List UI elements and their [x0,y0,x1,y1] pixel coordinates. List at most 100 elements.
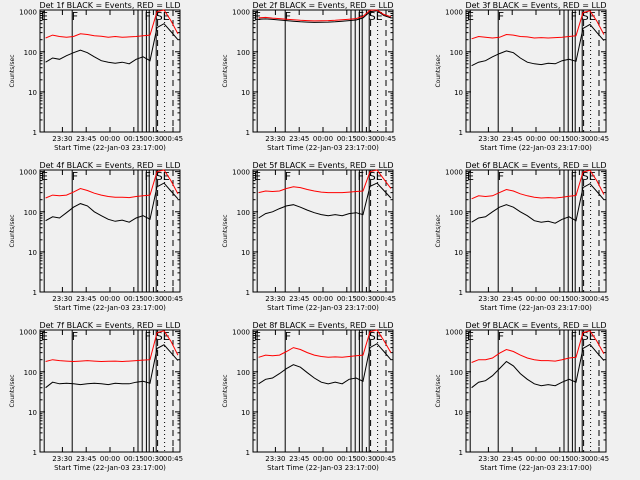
x-tick-label: 00:30 [356,455,376,463]
y-tick-label: 100 [237,369,250,377]
plot-frame [465,329,607,453]
event-flag: SE [156,330,170,343]
x-axis-label: Start Time (22-Jan-03 23:17:00) [480,304,592,312]
event-flag: F [285,10,291,23]
event-flag: F [498,170,504,183]
x-tick-label: 00:00 [100,135,120,143]
x-tick-label: 23:45 [289,455,309,463]
x-tick-label: 00:00 [100,295,120,303]
y-tick-label: 10 [28,249,37,257]
event-flag: F [285,330,291,343]
y-tick-label: 1000 [232,169,250,177]
y-axis-label: Counts/sec [222,374,229,407]
detector-panel: Det 7f BLACK = Events, RED = LLD 1 10 100 10… [9,321,183,472]
lld-series-line [45,9,179,39]
event-flag: F [145,330,151,343]
y-tick-label: 10 [241,409,250,417]
y-tick-label: 1000 [445,169,463,177]
x-tick-label: 00:00 [313,295,333,303]
x-tick-label: 00:45 [163,455,183,463]
x-tick-label: 00:15 [124,135,144,143]
y-tick-label: 1000 [445,329,463,337]
x-tick-label: 00:45 [163,135,183,143]
x-tick-label: 00:45 [376,135,396,143]
lld-series-line [258,9,392,22]
panel-title: Det 9f BLACK = Events, RED = LLD [465,321,606,330]
y-tick-label: 1 [33,449,37,457]
x-tick-label: 23:45 [502,455,522,463]
x-axis-label: Start Time (22-Jan-03 23:17:00) [267,304,379,312]
x-axis-label: Start Time (22-Jan-03 23:17:00) [480,144,592,152]
x-axis-label: Start Time (22-Jan-03 23:17:00) [267,144,379,152]
x-tick-label: 00:15 [550,455,570,463]
y-axis-label: Counts/sec [435,214,442,247]
y-tick-label: 1 [33,129,37,137]
x-tick-label: 00:00 [313,455,333,463]
y-tick-label: 1 [459,289,463,297]
events-series-line [471,23,605,67]
lld-series-line [45,330,179,363]
x-tick-label: 00:15 [550,295,570,303]
detector-panel: Det 9f BLACK = Events, RED = LLD 1 10 100 10… [435,321,609,472]
y-tick-label: 100 [24,49,37,57]
x-tick-label: 23:30 [478,455,498,463]
events-series-line [258,343,392,385]
event-flag: E [254,10,261,23]
x-tick-label: 00:45 [376,295,396,303]
detector-panel: Det 2f BLACK = Events, RED = LLD 1 10 100 10… [222,1,396,152]
event-flag: E [41,170,48,183]
detector-panel: Det 6f BLACK = Events, RED = LLD 1 10 100 10… [435,161,609,312]
plot-frame [39,329,181,453]
plot-frame [465,169,607,293]
x-tick-label: 23:45 [502,135,522,143]
plot-frame [252,9,394,133]
x-tick-label: 23:45 [76,455,96,463]
event-flag: F [358,330,364,343]
x-tick-label: 23:30 [52,295,72,303]
y-axis-label: Counts/sec [9,374,16,407]
x-tick-label: 23:45 [289,135,309,143]
x-tick-label: 23:30 [265,135,285,143]
plot-frame [465,9,607,133]
events-series-line [471,183,605,224]
x-tick-label: 00:00 [100,455,120,463]
event-flag: F [72,170,78,183]
x-tick-label: 00:15 [337,455,357,463]
detector-panel: Det 1f BLACK = Events, RED = LLD 1 10 100 10… [9,1,183,152]
x-tick-label: 23:30 [478,295,498,303]
y-tick-label: 1000 [232,329,250,337]
x-tick-label: 00:00 [526,295,546,303]
x-tick-label: 00:30 [143,295,163,303]
y-tick-label: 10 [28,409,37,417]
y-axis-label: Counts/sec [435,54,442,87]
y-axis-label: Counts/sec [9,54,16,87]
x-axis-label: Start Time (22-Jan-03 23:17:00) [267,464,379,472]
x-tick-label: 23:30 [52,135,72,143]
y-tick-label: 10 [241,249,250,257]
y-tick-label: 1000 [19,169,37,177]
event-flag: F [358,170,364,183]
events-series-line [45,23,179,65]
x-tick-label: 23:30 [265,295,285,303]
lld-series-line [45,169,179,199]
event-flag: E [254,170,261,183]
x-tick-label: 23:45 [502,295,522,303]
panel-title: Det 2f BLACK = Events, RED = LLD [252,1,393,10]
y-axis-label: Counts/sec [222,54,229,87]
events-series-line [471,343,605,389]
y-tick-label: 1 [246,449,250,457]
x-tick-label: 00:15 [124,295,144,303]
plot-frame [252,169,394,293]
event-flag: E [41,330,48,343]
y-tick-label: 100 [237,209,250,217]
detector-panel: Det 8f BLACK = Events, RED = LLD 1 10 100 10… [222,321,396,472]
event-flag: F [285,170,291,183]
y-tick-label: 1 [459,449,463,457]
x-tick-label: 23:45 [76,295,96,303]
y-tick-label: 1 [459,129,463,137]
event-flag: F [571,330,577,343]
y-tick-label: 1000 [19,329,37,337]
plot-frame [252,329,394,453]
y-tick-label: 100 [450,49,463,57]
y-tick-label: 1000 [445,9,463,17]
